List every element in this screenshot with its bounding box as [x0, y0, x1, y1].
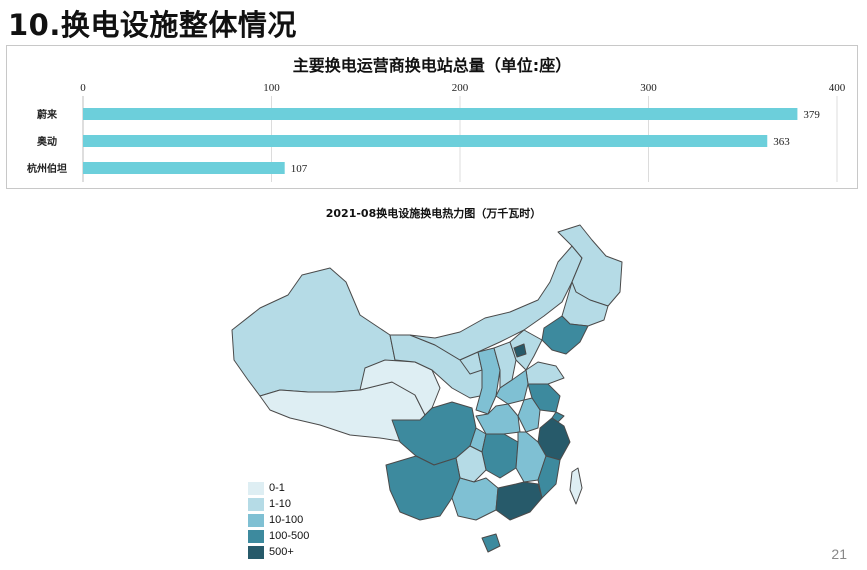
category-label: 蔚来: [37, 108, 58, 121]
legend-label: 0-1: [269, 482, 285, 494]
region-shandong: [525, 361, 565, 385]
legend-item: 500+: [248, 544, 309, 560]
x-tick-label: 0: [80, 82, 86, 94]
legend-swatch: [248, 497, 264, 511]
region-yunnan: [385, 455, 461, 521]
bar-chart-frame: 主要换电运营商换电站总量（单位:座） 0 100 200 300 400 蔚来 379 奥动 3…: [6, 45, 858, 189]
region-taiwan: [569, 467, 583, 505]
bar: [83, 135, 768, 147]
bar: [83, 162, 285, 174]
legend-item: 1-10: [248, 496, 309, 512]
bar-chart-title: 主要换电运营商换电站总量（单位:座）: [292, 56, 572, 75]
x-tick-label: 200: [452, 82, 469, 94]
category-label: 杭州伯坦: [27, 162, 67, 175]
legend-label: 1-10: [269, 498, 292, 510]
region-hainan: [481, 533, 501, 553]
region-hunan: [481, 433, 519, 479]
region-hebei: [509, 329, 543, 371]
china-heat-map: [231, 224, 623, 553]
page-number: 21: [831, 546, 847, 562]
map-title: 2021-08换电设施换电热力图（万千瓦时）: [325, 207, 542, 220]
region-qinghai: [359, 359, 441, 416]
region-henan: [495, 369, 529, 405]
map-legend: 0-1 1-10 10-100 100-500 500+: [248, 480, 309, 560]
data-label: 363: [773, 136, 790, 148]
bar-chart: 0 100 200 300 400 蔚来 379 奥动 363 杭州伯坦 107: [27, 82, 846, 182]
legend-item: 10-100: [248, 512, 309, 528]
bar: [83, 108, 798, 120]
x-tick-label: 100: [263, 82, 280, 94]
region-guangxi: [451, 477, 499, 521]
region-liaoning: [541, 315, 589, 355]
legend-item: 0-1: [248, 480, 309, 496]
slide-title: 10.换电设施整体情况: [8, 8, 297, 42]
legend-swatch: [248, 529, 264, 543]
legend-item: 100-500: [248, 528, 309, 544]
legend-swatch: [248, 545, 264, 559]
data-label: 107: [291, 163, 308, 175]
legend-swatch: [248, 513, 264, 527]
category-label: 奥动: [37, 135, 57, 148]
legend-swatch: [248, 481, 264, 495]
legend-label: 100-500: [269, 530, 310, 542]
x-tick-label: 400: [829, 82, 846, 94]
legend-label: 10-100: [269, 514, 304, 526]
legend-label: 500+: [269, 546, 294, 558]
data-label: 379: [803, 109, 820, 121]
region-beijing: [513, 343, 527, 358]
region-guangdong: [495, 481, 543, 521]
x-tick-label: 300: [640, 82, 657, 94]
